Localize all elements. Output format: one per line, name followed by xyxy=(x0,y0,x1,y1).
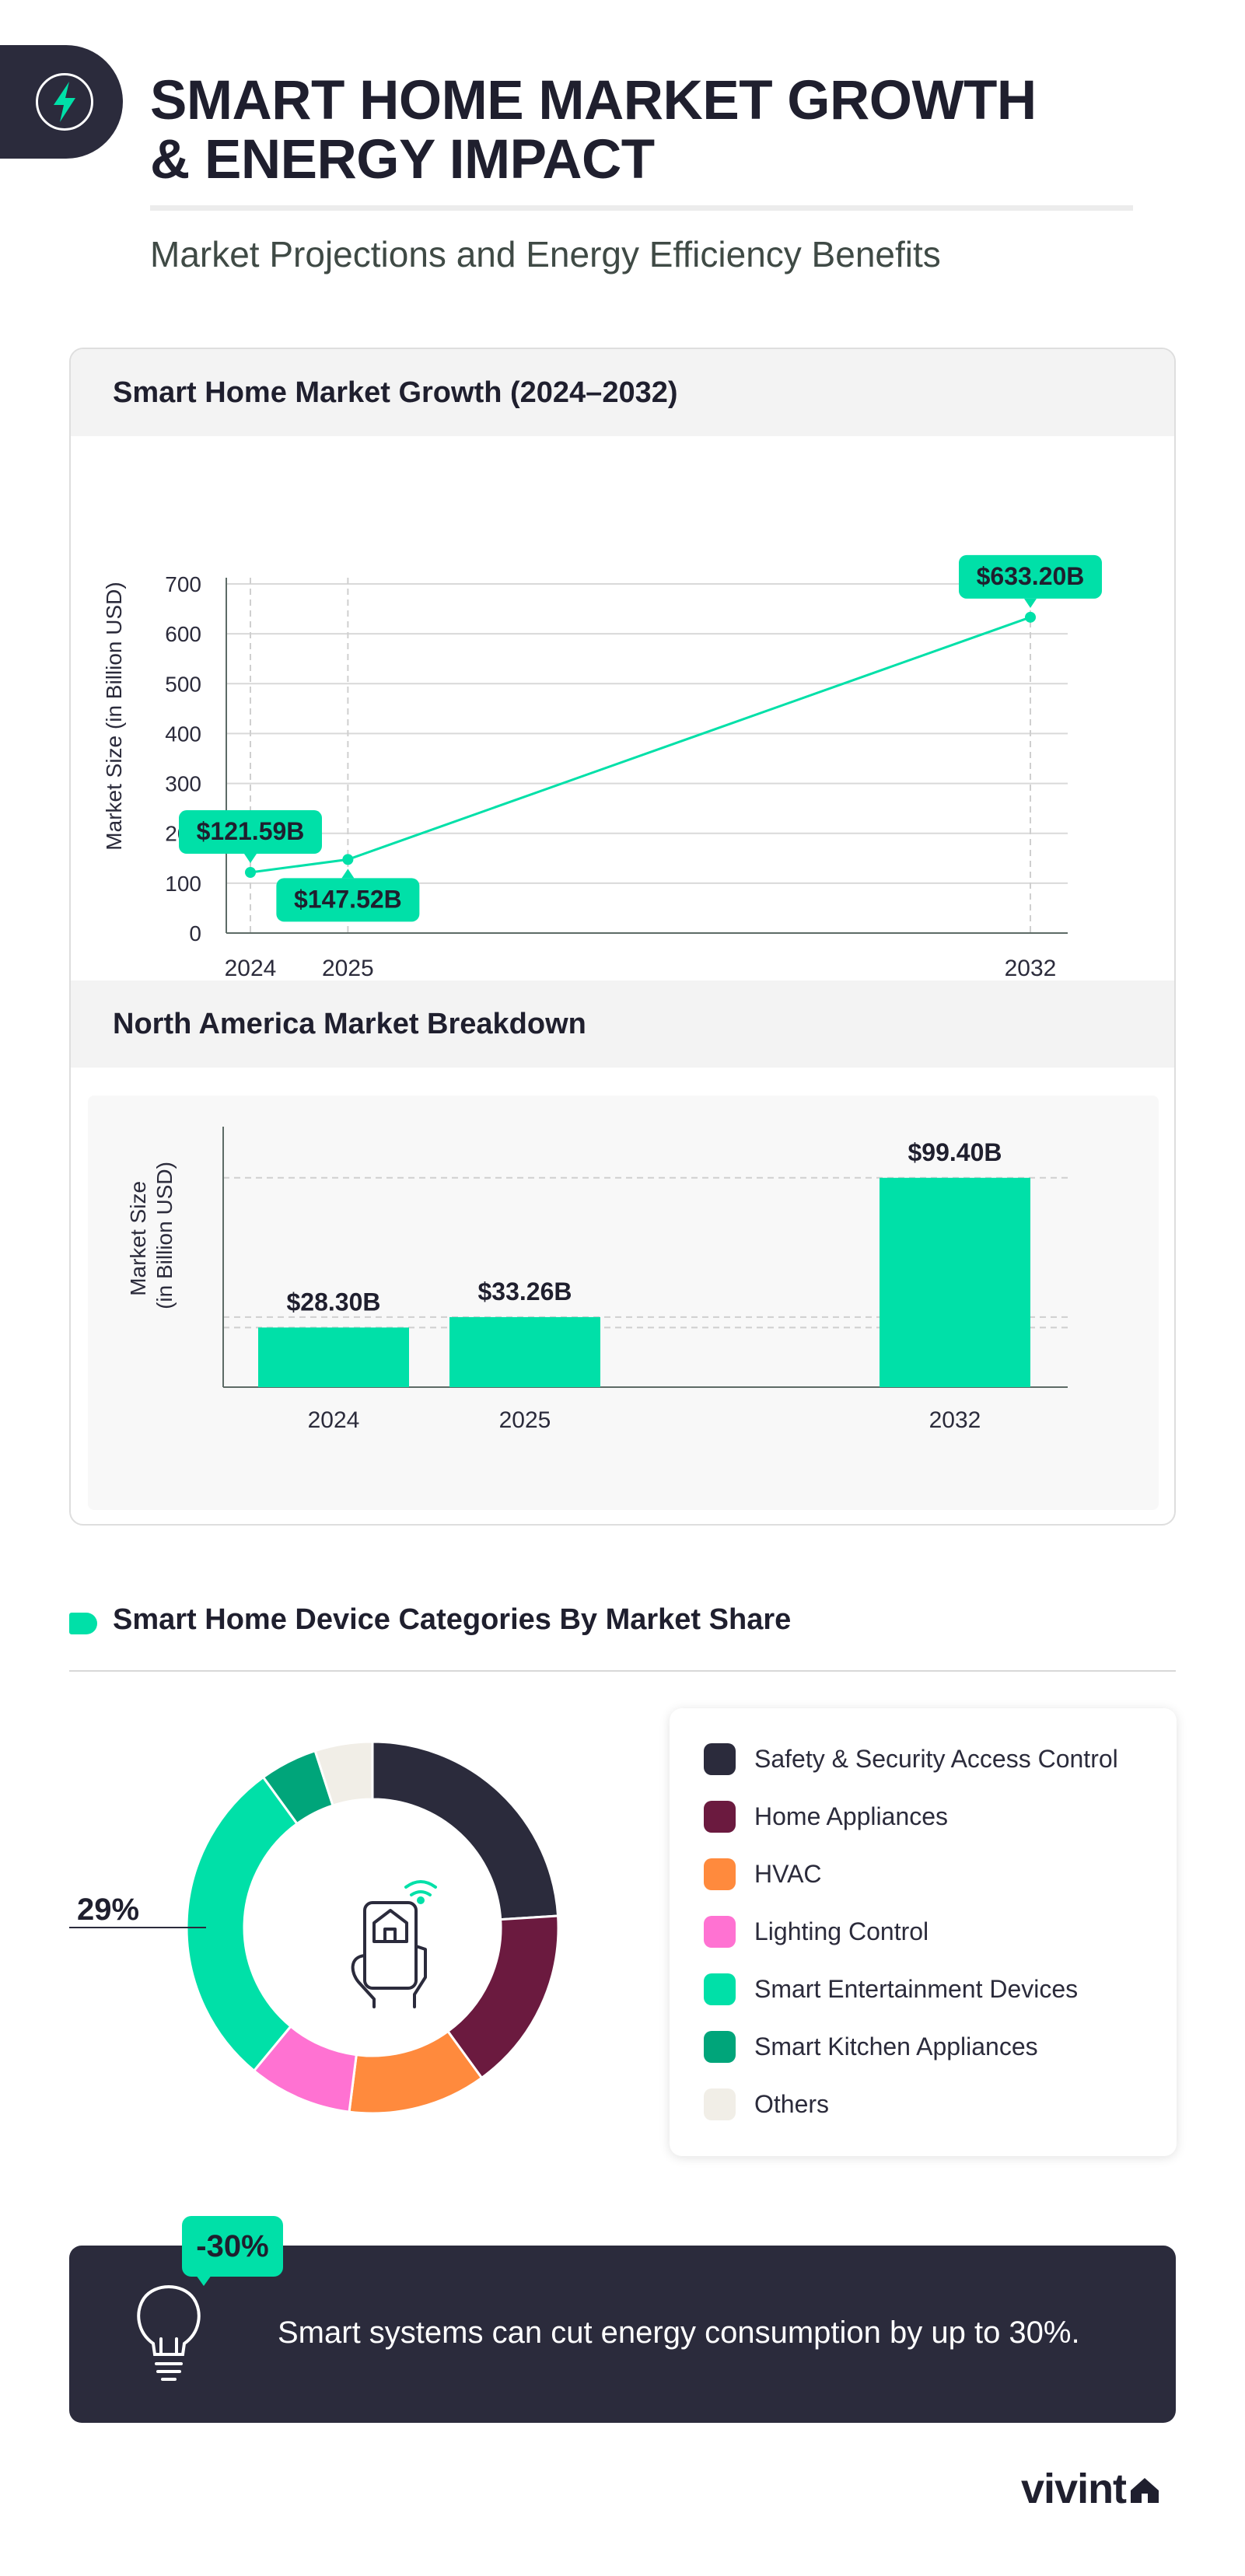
legend-swatch xyxy=(704,1858,736,1890)
legend-swatch xyxy=(704,1742,736,1775)
line-chart-y-axis-label: Market Size (in Billion USD) xyxy=(102,582,126,850)
data-label-box xyxy=(959,554,1102,599)
legend-item: Home Appliances xyxy=(704,1800,948,1833)
section-tag-icon xyxy=(69,1613,97,1634)
x-tick-label: 2025 xyxy=(499,1407,551,1433)
bar-data-label: $28.30B xyxy=(287,1288,381,1316)
line-chart-title: Smart Home Market Growth (2024–2032) xyxy=(113,376,678,409)
bar xyxy=(449,1316,600,1387)
brand-logo: vivint xyxy=(1021,2465,1162,2513)
lightbulb-icon xyxy=(137,2285,201,2381)
market-charts-card: Smart Home Market Growth (2024–2032) Mar… xyxy=(69,348,1176,1526)
bar-chart-header: North America Market Breakdown xyxy=(71,980,1174,1068)
energy-message: Smart systems can cut energy consumption… xyxy=(278,2316,1080,2350)
legend-item: Smart Entertainment Devices xyxy=(704,1973,1078,2005)
bar xyxy=(880,1177,1030,1387)
title-divider xyxy=(150,205,1133,211)
legend-swatch xyxy=(704,1973,736,2005)
title-line-1: SMART HOME MARKET GROWTH xyxy=(150,70,1037,131)
donut-slice xyxy=(313,1740,374,1807)
x-tick-label: 2032 xyxy=(929,1407,981,1433)
data-point xyxy=(245,867,256,879)
section-divider xyxy=(69,1670,1176,1672)
title-line-2: & ENERGY IMPACT xyxy=(150,129,655,190)
data-label-box xyxy=(276,878,420,922)
legend-swatch xyxy=(704,2030,736,2063)
data-label-pointer xyxy=(1024,598,1037,608)
legend-label: Others xyxy=(754,2089,830,2118)
x-tick-label: 2032 xyxy=(1005,956,1057,980)
bar-chart-title: North America Market Breakdown xyxy=(113,1008,586,1040)
y-tick-label: 100 xyxy=(165,872,201,896)
legend-item: Others xyxy=(704,2088,829,2120)
legend-label: Smart Entertainment Devices xyxy=(754,1974,1079,2003)
data-label-pointer xyxy=(341,869,355,879)
legend-swatch xyxy=(704,1800,736,1833)
y-tick-label: 600 xyxy=(165,622,201,646)
y-tick-label: 300 xyxy=(165,772,201,796)
header-badge xyxy=(0,45,123,159)
series-line xyxy=(250,616,1031,874)
lightning-icon xyxy=(36,73,93,131)
legend-label: HVAC xyxy=(754,1859,822,1888)
data-label-box xyxy=(179,810,322,855)
y-tick-label: 700 xyxy=(165,572,201,596)
data-point xyxy=(1025,611,1036,623)
donut-slice xyxy=(371,1740,560,1921)
device-categories-donut-chart: 29% xyxy=(69,1740,560,2115)
y-tick-label: 500 xyxy=(165,672,201,696)
legend-swatch xyxy=(704,2088,736,2120)
line-chart-header: Smart Home Market Growth (2024–2032) xyxy=(71,349,1174,436)
donut-slice xyxy=(185,1775,299,2073)
legend-item: HVAC xyxy=(704,1858,822,1890)
legend-item: Safety & Security Access Control xyxy=(704,1742,1118,1775)
y-tick-label: 0 xyxy=(189,921,201,945)
data-label: $633.20B xyxy=(977,562,1085,590)
donut-slices xyxy=(185,1740,560,2115)
device-categories-title: Smart Home Device Categories By Market S… xyxy=(113,1603,792,1636)
y-tick-label: 400 xyxy=(165,722,201,746)
data-label: $147.52B xyxy=(294,885,402,913)
data-point xyxy=(342,854,354,865)
legend-label: Safety & Security Access Control xyxy=(754,1744,1118,1773)
x-tick-label: 2024 xyxy=(225,956,277,980)
device-categories-legend: Safety & Security Access Control Home Ap… xyxy=(670,1708,1177,2156)
data-label: $121.59B xyxy=(197,817,305,845)
bar-chart-y-axis-label: Market Size (in Billion USD) xyxy=(126,1162,177,1309)
x-tick-label: 2025 xyxy=(322,956,374,980)
donut-callout-label: 29% xyxy=(77,1893,139,1927)
bar xyxy=(258,1327,409,1387)
page-title: SMART HOME MARKET GROWTH & ENERGY IMPACT xyxy=(150,72,1161,190)
bar-data-label: $99.40B xyxy=(908,1138,1002,1166)
legend-label: Lighting Control xyxy=(754,1917,929,1945)
legend-item: Smart Kitchen Appliances xyxy=(704,2030,1038,2063)
bar-data-label: $33.26B xyxy=(478,1278,572,1305)
page-subtitle: Market Projections and Energy Efficiency… xyxy=(150,234,941,274)
market-growth-line-chart: Market Size (in Billion USD) 01002003004… xyxy=(102,554,1102,980)
legend-swatch xyxy=(704,1915,736,1948)
legend-label: Smart Kitchen Appliances xyxy=(754,2032,1038,2060)
badge-pointer xyxy=(196,2275,212,2286)
energy-savings-badge: -30% xyxy=(182,2216,283,2277)
data-label-pointer xyxy=(244,854,257,864)
north-america-bar-chart: Market Size (in Billion USD) $28.30B 2024… xyxy=(126,1127,1068,1433)
x-tick-label: 2024 xyxy=(308,1407,360,1433)
house-icon xyxy=(1131,2478,1159,2503)
legend-item: Lighting Control xyxy=(704,1915,929,1948)
brand-wordmark: vivint xyxy=(1021,2466,1127,2512)
smart-home-phone-icon xyxy=(351,1880,437,2008)
legend-label: Home Appliances xyxy=(754,1802,949,1830)
